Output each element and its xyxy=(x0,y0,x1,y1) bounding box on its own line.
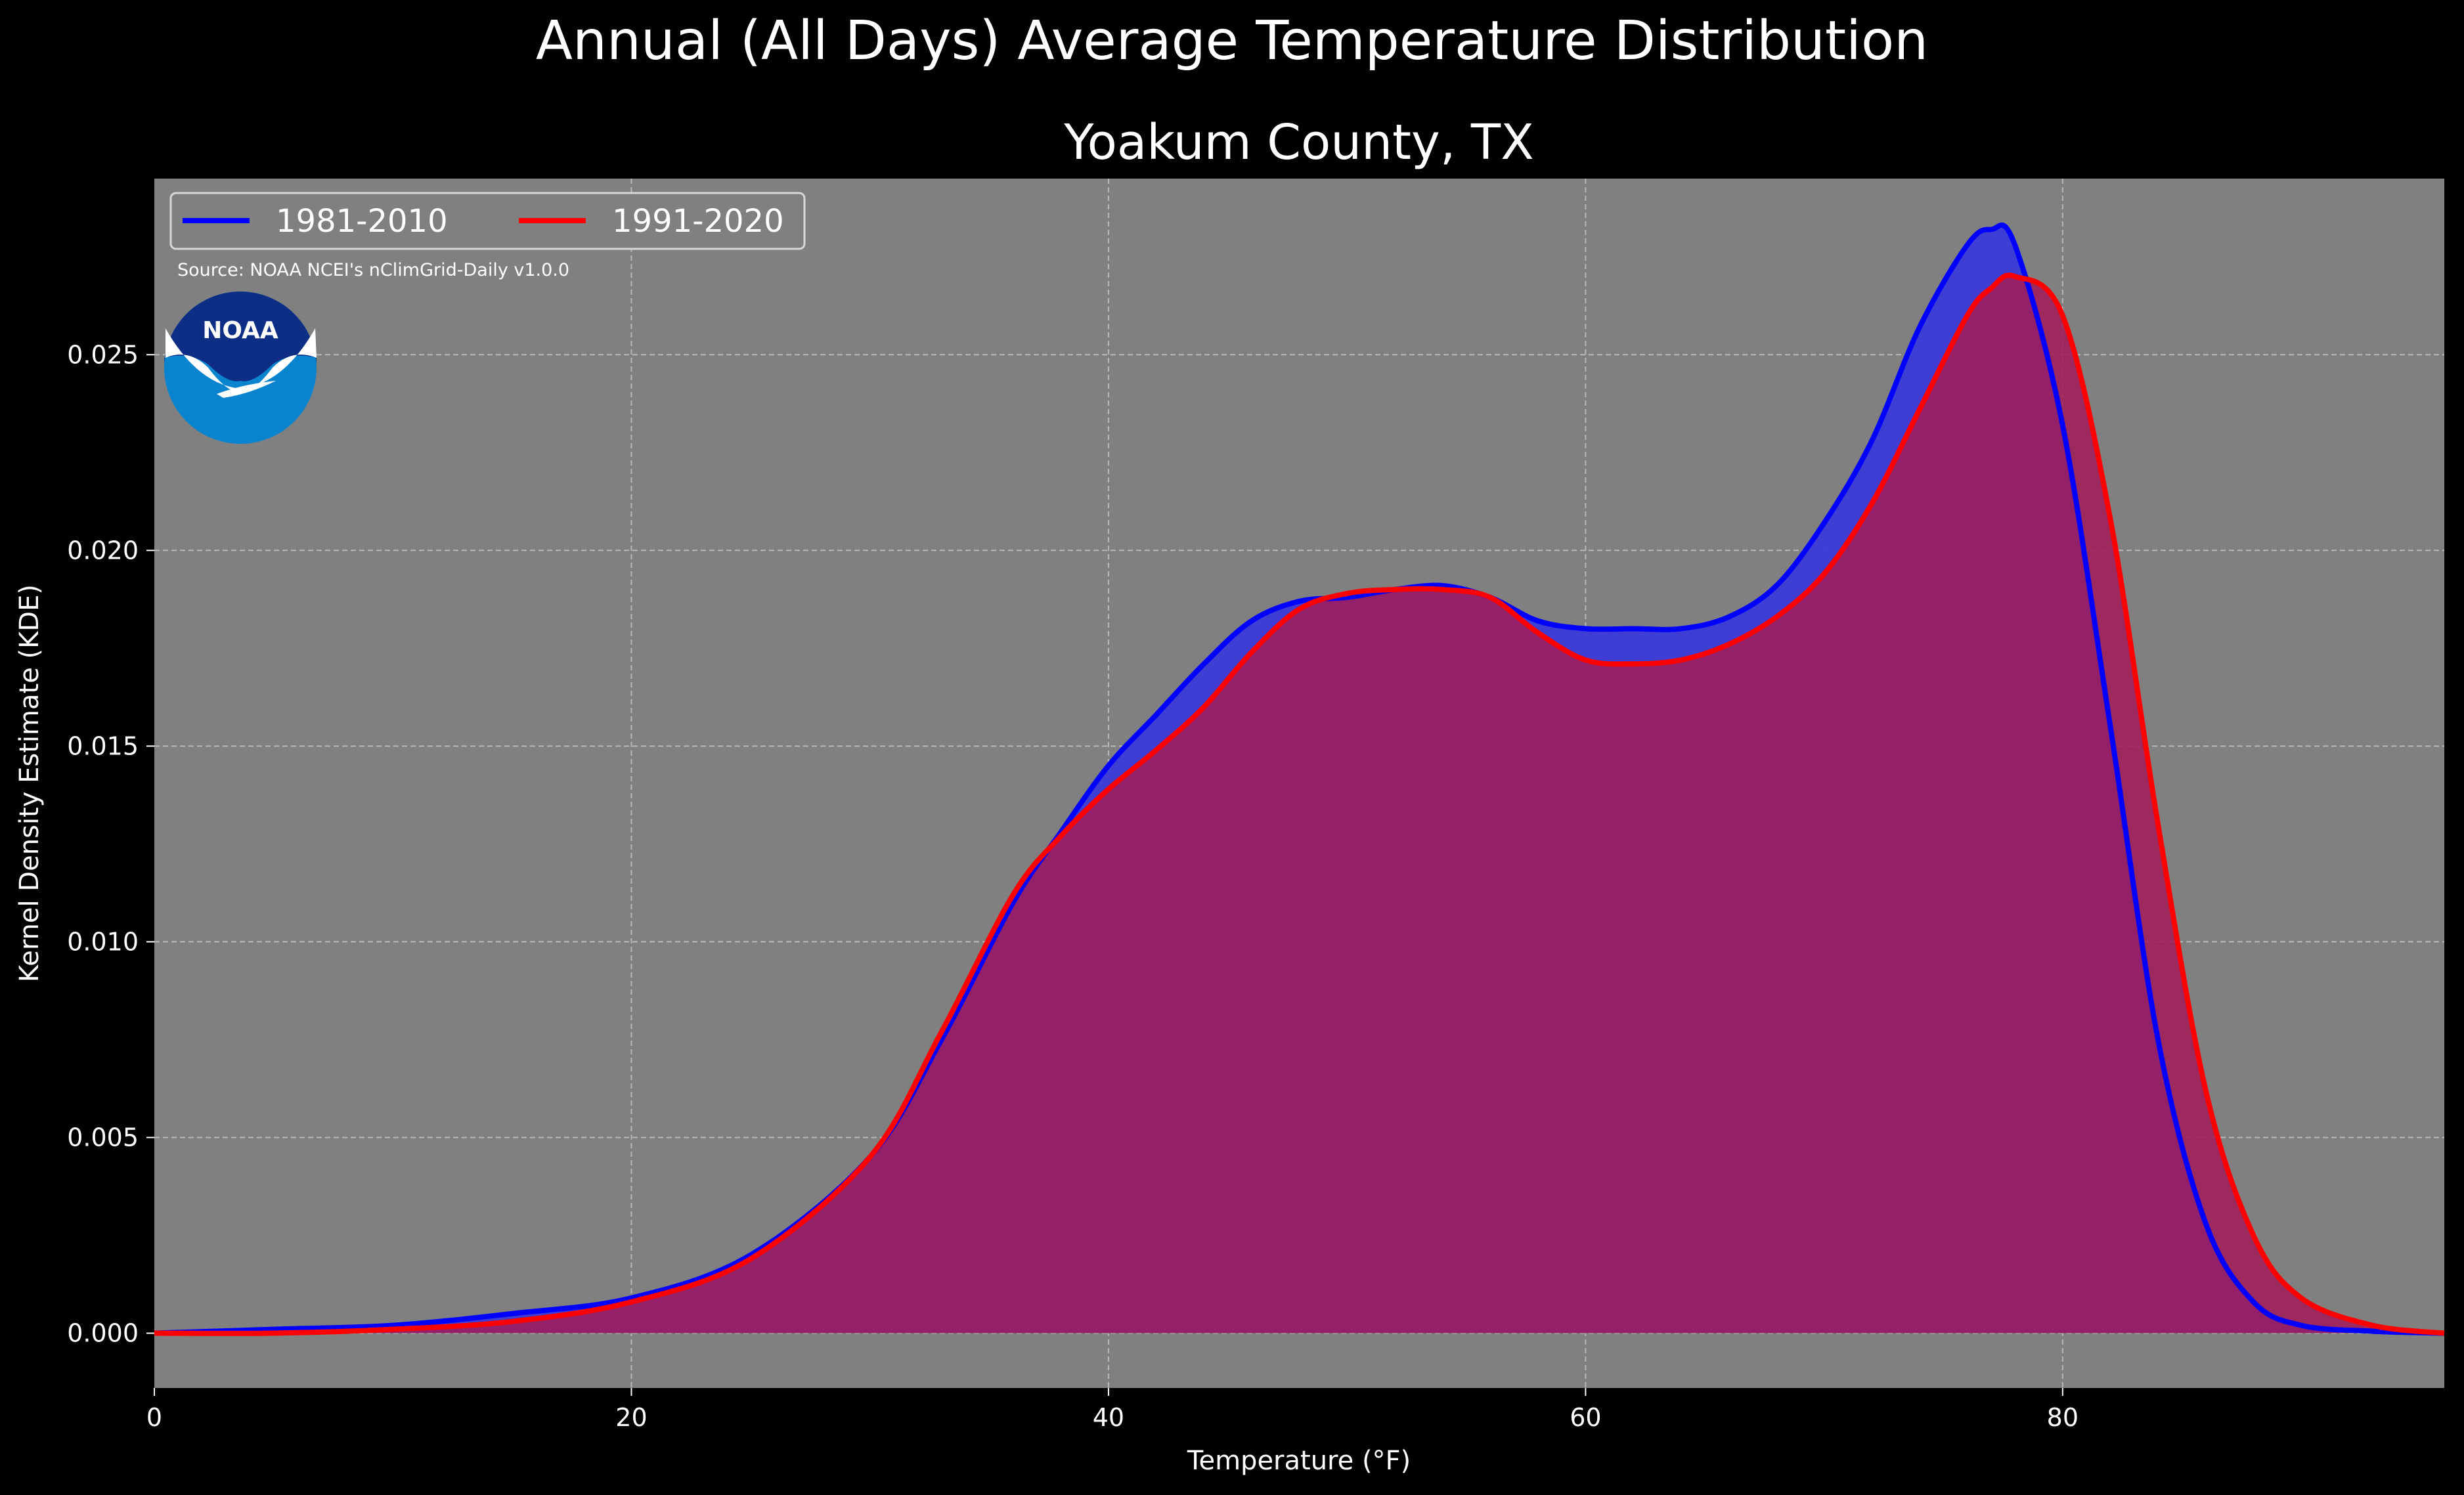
legend: 1981-2010 1991-2020 xyxy=(169,192,806,250)
x-axis-ticks: 0 20 40 60 80 xyxy=(146,1388,2079,1432)
noaa-logo-top xyxy=(164,292,317,381)
noaa-logo-wing xyxy=(217,381,276,398)
y-tick-label: 0.025 xyxy=(67,340,139,369)
y-tick-label: 0.005 xyxy=(67,1123,139,1152)
source-note: Source: NOAA NCEI's nClimGrid-Daily v1.0… xyxy=(177,260,569,280)
y-axis-ticks: 0.000 0.005 0.010 0.015 0.020 0.025 xyxy=(67,340,154,1348)
legend-frame xyxy=(169,192,806,250)
x-tick-label: 60 xyxy=(1570,1403,1601,1432)
y-tick-label: 0.015 xyxy=(67,731,139,760)
legend-label-1991-2020: 1991-2020 xyxy=(612,203,784,240)
y-tick-label: 0.000 xyxy=(67,1319,139,1348)
noaa-logo-text: NOAA xyxy=(202,317,278,344)
noaa-logo: NOAA xyxy=(164,292,317,444)
x-tick-label: 20 xyxy=(615,1403,647,1432)
y-tick-label: 0.010 xyxy=(67,927,139,956)
figure-title: Annual (All Days) Average Temperature Di… xyxy=(536,10,1928,72)
density-area-1991-2020 xyxy=(154,275,2444,1333)
legend-label-1981-2010: 1981-2010 xyxy=(276,203,448,240)
y-tick-label: 0.020 xyxy=(67,536,139,565)
x-tick-label: 0 xyxy=(146,1403,162,1432)
axes-title: Yoakum County, TX xyxy=(1063,114,1534,171)
y-axis-label: Kernel Density Estimate (KDE) xyxy=(14,584,45,982)
density-line-1991-2020 xyxy=(154,272,2445,1336)
x-tick-label: 80 xyxy=(2047,1403,2079,1432)
noaa-logo-gull xyxy=(165,328,317,392)
x-tick-label: 40 xyxy=(1093,1403,1124,1432)
density-lines xyxy=(154,222,2445,1336)
x-axis-label: Temperature (°F) xyxy=(1187,1446,1411,1476)
